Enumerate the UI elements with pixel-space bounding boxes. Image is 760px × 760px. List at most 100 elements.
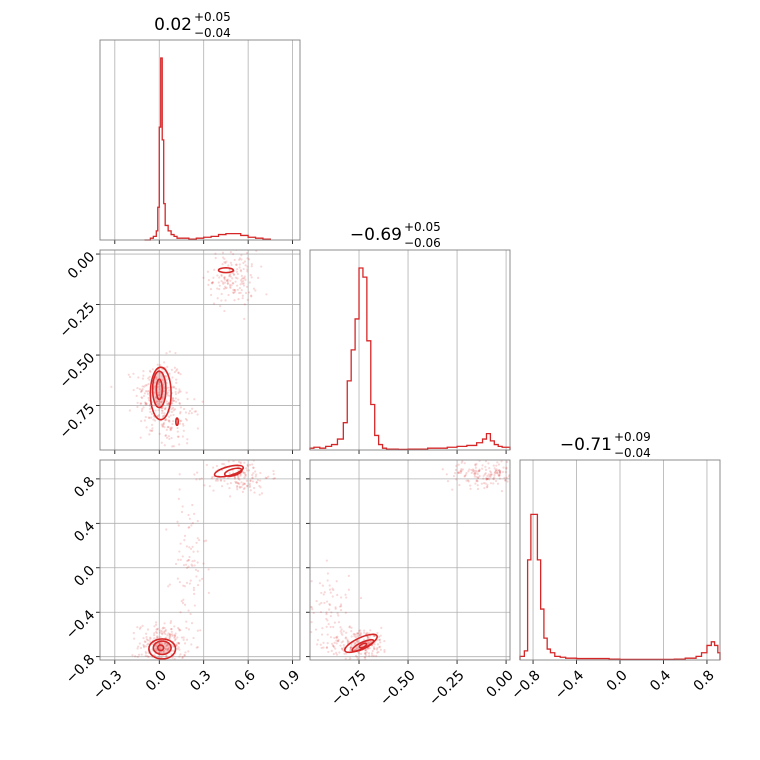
panel-frame-hist-1 [309, 249, 511, 451]
scatter-point [492, 464, 495, 467]
scatter-point [325, 611, 328, 614]
scatter-point [223, 281, 227, 284]
scatter-point [187, 650, 190, 653]
scatter-point [496, 471, 499, 474]
scatter-point [378, 645, 382, 648]
scatter-point [157, 393, 161, 397]
scatter-point [147, 398, 151, 402]
scatter-point [364, 648, 367, 652]
scatter-point [183, 642, 187, 645]
scatter-point [359, 631, 362, 634]
scatter-point [196, 537, 199, 540]
scatter-point [487, 477, 490, 480]
scatter-point [147, 389, 150, 393]
scatter-point [187, 513, 190, 517]
scatter-point [169, 635, 172, 638]
scatter-point [254, 475, 257, 478]
scatter-point [245, 285, 249, 288]
scatter-point [226, 280, 229, 283]
scatter-point [246, 484, 249, 487]
scatter-point [143, 419, 146, 422]
scatter-point [482, 477, 485, 480]
scatter-point [143, 640, 146, 643]
scatter-point [223, 277, 226, 280]
scatter-point [476, 472, 479, 476]
scatter-point [340, 632, 343, 635]
scatter-point [319, 643, 322, 646]
scatter-point [173, 371, 176, 374]
scatter-point [210, 477, 214, 480]
histogram-step-hist-1 [309, 267, 511, 451]
scatter-point [477, 476, 480, 479]
scatter-point [162, 651, 165, 654]
scatter-point [515, 473, 517, 475]
scatter-point [237, 477, 240, 480]
scatter-point [484, 465, 487, 468]
scatter-point [168, 419, 171, 422]
scatter-point [187, 565, 190, 568]
scatter-point [157, 413, 161, 417]
scatter-point [155, 628, 158, 631]
scatter-point [239, 462, 242, 465]
scatter-point [207, 568, 210, 571]
scatter-point [335, 639, 338, 642]
scatter-point [228, 274, 231, 277]
scatter-point [372, 647, 376, 650]
scatter-point [170, 627, 173, 631]
scatter-point [459, 469, 462, 473]
scatter-point [366, 637, 370, 640]
scatter-point [339, 626, 342, 629]
scatter-point [349, 645, 352, 649]
scatter-point [158, 642, 161, 645]
scatter-point [171, 386, 174, 389]
scatter-point [376, 631, 379, 635]
scatter-point [364, 651, 367, 655]
scatter-point [178, 390, 181, 393]
scatter-point [216, 297, 219, 300]
scatter-point [475, 475, 478, 479]
scatter-point [179, 410, 182, 414]
scatter-point [166, 665, 168, 667]
scatter-point [237, 482, 240, 485]
scatter-point [489, 482, 493, 485]
scatter-point [151, 429, 154, 432]
scatter-point [179, 406, 183, 409]
scatter-point [179, 390, 182, 393]
scatter-point [458, 483, 461, 487]
scatter-point [164, 628, 167, 632]
scatter-point [180, 600, 183, 603]
scatter-point [210, 293, 213, 297]
scatter-point [354, 633, 357, 636]
scatter-point [492, 478, 495, 481]
scatter-point [246, 298, 249, 302]
scatter-point [516, 472, 518, 474]
scatter-point [146, 390, 149, 393]
histogram-title-sub-hist-1: −0.06 [404, 236, 441, 250]
scatter-point [153, 385, 156, 388]
scatter-point [171, 422, 174, 426]
scatter-point [464, 473, 467, 476]
scatter-point [478, 460, 481, 462]
scatter-point [155, 400, 159, 403]
scatter-point [242, 261, 245, 265]
scatter-point [480, 482, 483, 485]
scatter-point [143, 392, 147, 395]
scatter-point [200, 477, 203, 480]
scatter-point [318, 603, 321, 606]
scatter-point [177, 398, 180, 401]
scatter-point [176, 368, 179, 371]
scatter-point [485, 477, 488, 480]
scatter-point [232, 253, 235, 256]
scatter-point [150, 416, 153, 419]
scatter-point [173, 408, 177, 411]
scatter-point [360, 644, 364, 648]
scatter-point [329, 636, 333, 639]
scatter-point [166, 634, 169, 637]
scatter-point [171, 633, 174, 636]
histogram-title-hist-2: −0.71 [560, 435, 612, 455]
scatter-point [494, 479, 498, 483]
scatter-point [469, 487, 472, 490]
scatter-point [160, 656, 163, 659]
scatter-point [156, 628, 159, 631]
scatter-point [213, 268, 216, 272]
